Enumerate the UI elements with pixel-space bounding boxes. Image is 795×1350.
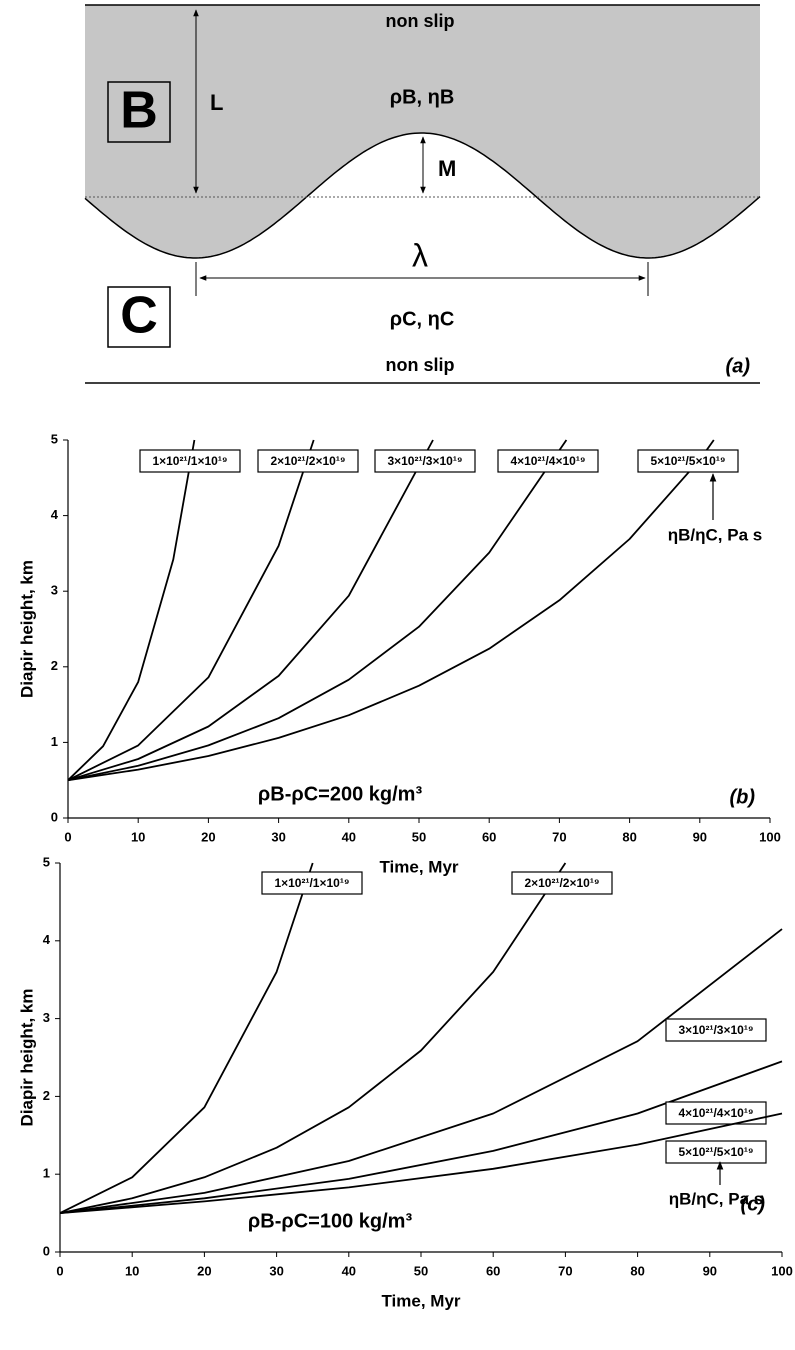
y-tick-label: 4 xyxy=(51,507,59,522)
series-line xyxy=(59,862,567,1214)
x-tick-label: 40 xyxy=(342,829,356,844)
x-tick-label: 100 xyxy=(759,829,781,844)
y-tick-label: 3 xyxy=(51,583,58,598)
y-tick-label: 5 xyxy=(51,431,58,446)
series-label: 4×10²¹/4×10¹⁹ xyxy=(678,1106,753,1120)
x-tick-label: 40 xyxy=(342,1263,356,1278)
series-label: 5×10²¹/5×10¹⁹ xyxy=(678,1145,753,1159)
series-line xyxy=(59,1112,783,1214)
label-box xyxy=(139,449,241,473)
y-tick-label: 0 xyxy=(51,809,58,824)
series-line xyxy=(67,439,434,782)
bottom-label: non slip xyxy=(386,355,455,375)
series-label: 1×10²¹/1×10¹⁹ xyxy=(274,876,349,890)
label-box xyxy=(665,1101,767,1125)
x-tick-label: 30 xyxy=(271,829,285,844)
series-label: 4×10²¹/4×10¹⁹ xyxy=(510,454,585,468)
label-box xyxy=(374,449,476,473)
box-B xyxy=(107,81,171,143)
series-label: 1×10²¹/1×10¹⁹ xyxy=(152,454,227,468)
y-axis-title: Diapir height, km xyxy=(17,989,36,1127)
y-axis-title: Diapir height, km xyxy=(17,560,36,698)
label-box xyxy=(257,449,359,473)
label-box xyxy=(497,449,599,473)
y-tick-label: 2 xyxy=(43,1088,50,1103)
x-tick-label: 10 xyxy=(131,829,145,844)
x-tick-label: 50 xyxy=(414,1263,428,1278)
series-line xyxy=(59,928,783,1214)
y-tick-label: 3 xyxy=(43,1010,50,1025)
x-tick-label: 80 xyxy=(630,1263,644,1278)
upper-layer xyxy=(85,5,760,258)
x-tick-label: 50 xyxy=(412,829,426,844)
y-tick-label: 1 xyxy=(43,1166,50,1181)
label-box xyxy=(665,1140,767,1164)
label-box xyxy=(665,1018,767,1042)
legend-title: ηB/ηC, Pa s xyxy=(669,1189,763,1208)
x-tick-label: 60 xyxy=(482,829,496,844)
series-line xyxy=(67,439,196,781)
x-tick-label: 10 xyxy=(125,1263,139,1278)
label-M: M xyxy=(438,156,456,181)
y-tick-label: 1 xyxy=(51,734,58,749)
x-tick-label: 20 xyxy=(197,1263,211,1278)
x-tick-label: 20 xyxy=(201,829,215,844)
y-tick-label: 5 xyxy=(43,854,50,869)
x-tick-label: 90 xyxy=(693,829,707,844)
y-tick-label: 0 xyxy=(43,1243,50,1258)
x-tick-label: 80 xyxy=(622,829,636,844)
upper-props: ρB, ηB xyxy=(390,86,455,108)
label-L: L xyxy=(210,90,223,115)
x-tick-label: 70 xyxy=(552,829,566,844)
box-C xyxy=(107,286,171,348)
annotation: ρB-ρC=100 kg/m³ xyxy=(248,1210,413,1232)
series-label: 2×10²¹/2×10¹⁹ xyxy=(524,876,599,890)
x-tick-label: 0 xyxy=(56,1263,63,1278)
x-tick-label: 90 xyxy=(703,1263,717,1278)
interface xyxy=(84,132,761,259)
x-axis-title: Time, Myr xyxy=(381,1291,460,1310)
series-line xyxy=(67,439,315,782)
y-tick-label: 2 xyxy=(51,658,58,673)
x-axis-title: Time, Myr xyxy=(379,857,458,876)
label-box xyxy=(637,449,739,473)
lower-props: ρC, ηC xyxy=(390,308,455,330)
series-line xyxy=(67,439,715,782)
label-B: B xyxy=(120,82,158,140)
x-tick-label: 30 xyxy=(269,1263,283,1278)
series-line xyxy=(59,862,314,1214)
panel-label: (a) xyxy=(726,355,751,377)
label-lambda: λ xyxy=(412,237,428,273)
series-label: 3×10²¹/3×10¹⁹ xyxy=(678,1023,753,1037)
label-box xyxy=(511,871,613,895)
x-tick-label: 70 xyxy=(558,1263,572,1278)
x-tick-label: 0 xyxy=(64,829,71,844)
series-label: 3×10²¹/3×10¹⁹ xyxy=(387,454,462,468)
series-label: 2×10²¹/2×10¹⁹ xyxy=(270,454,345,468)
diagram: non slip non slip B C L M λ ρB, ηB ρC, η… xyxy=(84,4,761,384)
top-label: non slip xyxy=(386,11,455,31)
series-line xyxy=(59,1060,783,1214)
x-tick-label: 60 xyxy=(486,1263,500,1278)
y-tick-label: 4 xyxy=(43,932,51,947)
legend-title: ηB/ηC, Pa s xyxy=(668,525,762,544)
series-label: 5×10²¹/5×10¹⁹ xyxy=(650,454,725,468)
x-tick-label: 100 xyxy=(771,1263,793,1278)
annotation: ρB-ρC=200 kg/m³ xyxy=(258,783,423,805)
panel-label: (b) xyxy=(729,786,755,808)
label-C: C xyxy=(120,287,158,345)
series-line xyxy=(67,439,568,782)
panel-label: (c) xyxy=(741,1193,766,1215)
label-box xyxy=(261,871,363,895)
